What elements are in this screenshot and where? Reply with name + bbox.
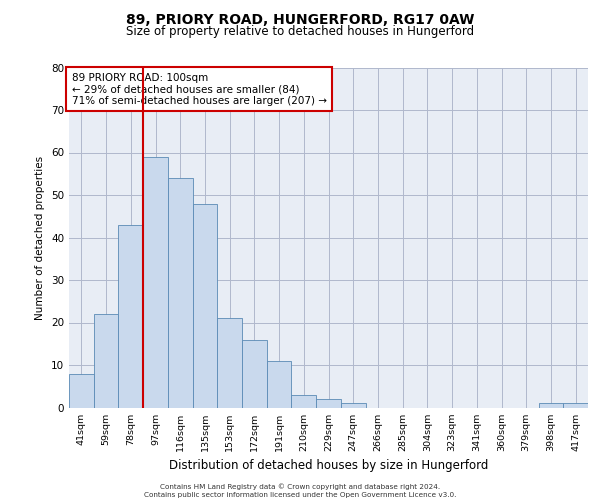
Bar xyxy=(242,340,267,407)
Bar xyxy=(217,318,242,408)
Bar xyxy=(539,403,563,407)
Text: 89, PRIORY ROAD, HUNGERFORD, RG17 0AW: 89, PRIORY ROAD, HUNGERFORD, RG17 0AW xyxy=(126,12,474,26)
Bar xyxy=(69,374,94,408)
Bar xyxy=(341,403,365,407)
Bar xyxy=(94,314,118,408)
Bar xyxy=(143,157,168,407)
Text: 89 PRIORY ROAD: 100sqm
← 29% of detached houses are smaller (84)
71% of semi-det: 89 PRIORY ROAD: 100sqm ← 29% of detached… xyxy=(71,72,326,106)
X-axis label: Distribution of detached houses by size in Hungerford: Distribution of detached houses by size … xyxy=(169,459,488,472)
Bar xyxy=(292,395,316,407)
Bar xyxy=(563,403,588,407)
Text: Size of property relative to detached houses in Hungerford: Size of property relative to detached ho… xyxy=(126,25,474,38)
Bar xyxy=(168,178,193,408)
Bar xyxy=(193,204,217,408)
Bar xyxy=(267,361,292,408)
Bar xyxy=(118,225,143,408)
Text: Contains HM Land Registry data © Crown copyright and database right 2024.
Contai: Contains HM Land Registry data © Crown c… xyxy=(144,484,456,498)
Y-axis label: Number of detached properties: Number of detached properties xyxy=(35,156,46,320)
Bar xyxy=(316,399,341,407)
